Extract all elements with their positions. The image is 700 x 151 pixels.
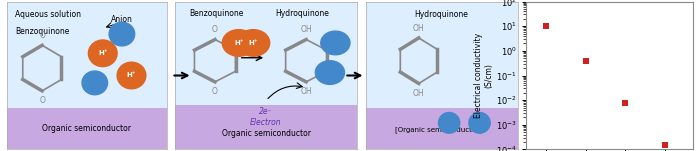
Text: [Organic semiconductor]²⁺: [Organic semiconductor]²⁺ [395,125,488,133]
Circle shape [82,71,108,95]
Text: Anion: Anion [111,15,133,24]
FancyBboxPatch shape [175,105,357,149]
Text: H⁺: H⁺ [234,40,244,46]
Text: OH: OH [413,89,424,98]
Circle shape [438,112,460,133]
Circle shape [88,40,117,67]
FancyBboxPatch shape [365,108,517,149]
Circle shape [469,112,490,133]
Y-axis label: Electrical conductivity
(S/cm): Electrical conductivity (S/cm) [473,33,493,118]
Text: Hydroquinone: Hydroquinone [414,10,468,19]
Text: H⁺: H⁺ [98,50,108,56]
Circle shape [223,30,255,56]
Text: Benzoquinone: Benzoquinone [15,27,69,36]
Text: Organic semiconductor: Organic semiconductor [42,124,132,133]
Text: Hydroquinone: Hydroquinone [275,9,329,18]
Text: 2e⁻
Electron: 2e⁻ Electron [251,107,282,127]
Circle shape [117,62,146,89]
Text: O: O [212,87,218,96]
Text: O: O [212,25,218,34]
Text: O: O [39,96,45,105]
Text: O: O [39,31,45,40]
Text: OH: OH [413,24,424,33]
Text: Benzoquinone: Benzoquinone [190,9,244,18]
Text: H⁺: H⁺ [127,72,136,79]
FancyBboxPatch shape [7,108,167,149]
Text: H⁺: H⁺ [248,40,258,46]
Circle shape [321,31,350,55]
Text: Organic semiconductor: Organic semiconductor [222,129,311,138]
Text: Aqueous solution: Aqueous solution [15,10,81,19]
Circle shape [315,61,344,84]
Circle shape [237,30,270,56]
Text: OH: OH [300,87,312,96]
Circle shape [109,22,134,46]
Text: OH: OH [300,25,312,34]
